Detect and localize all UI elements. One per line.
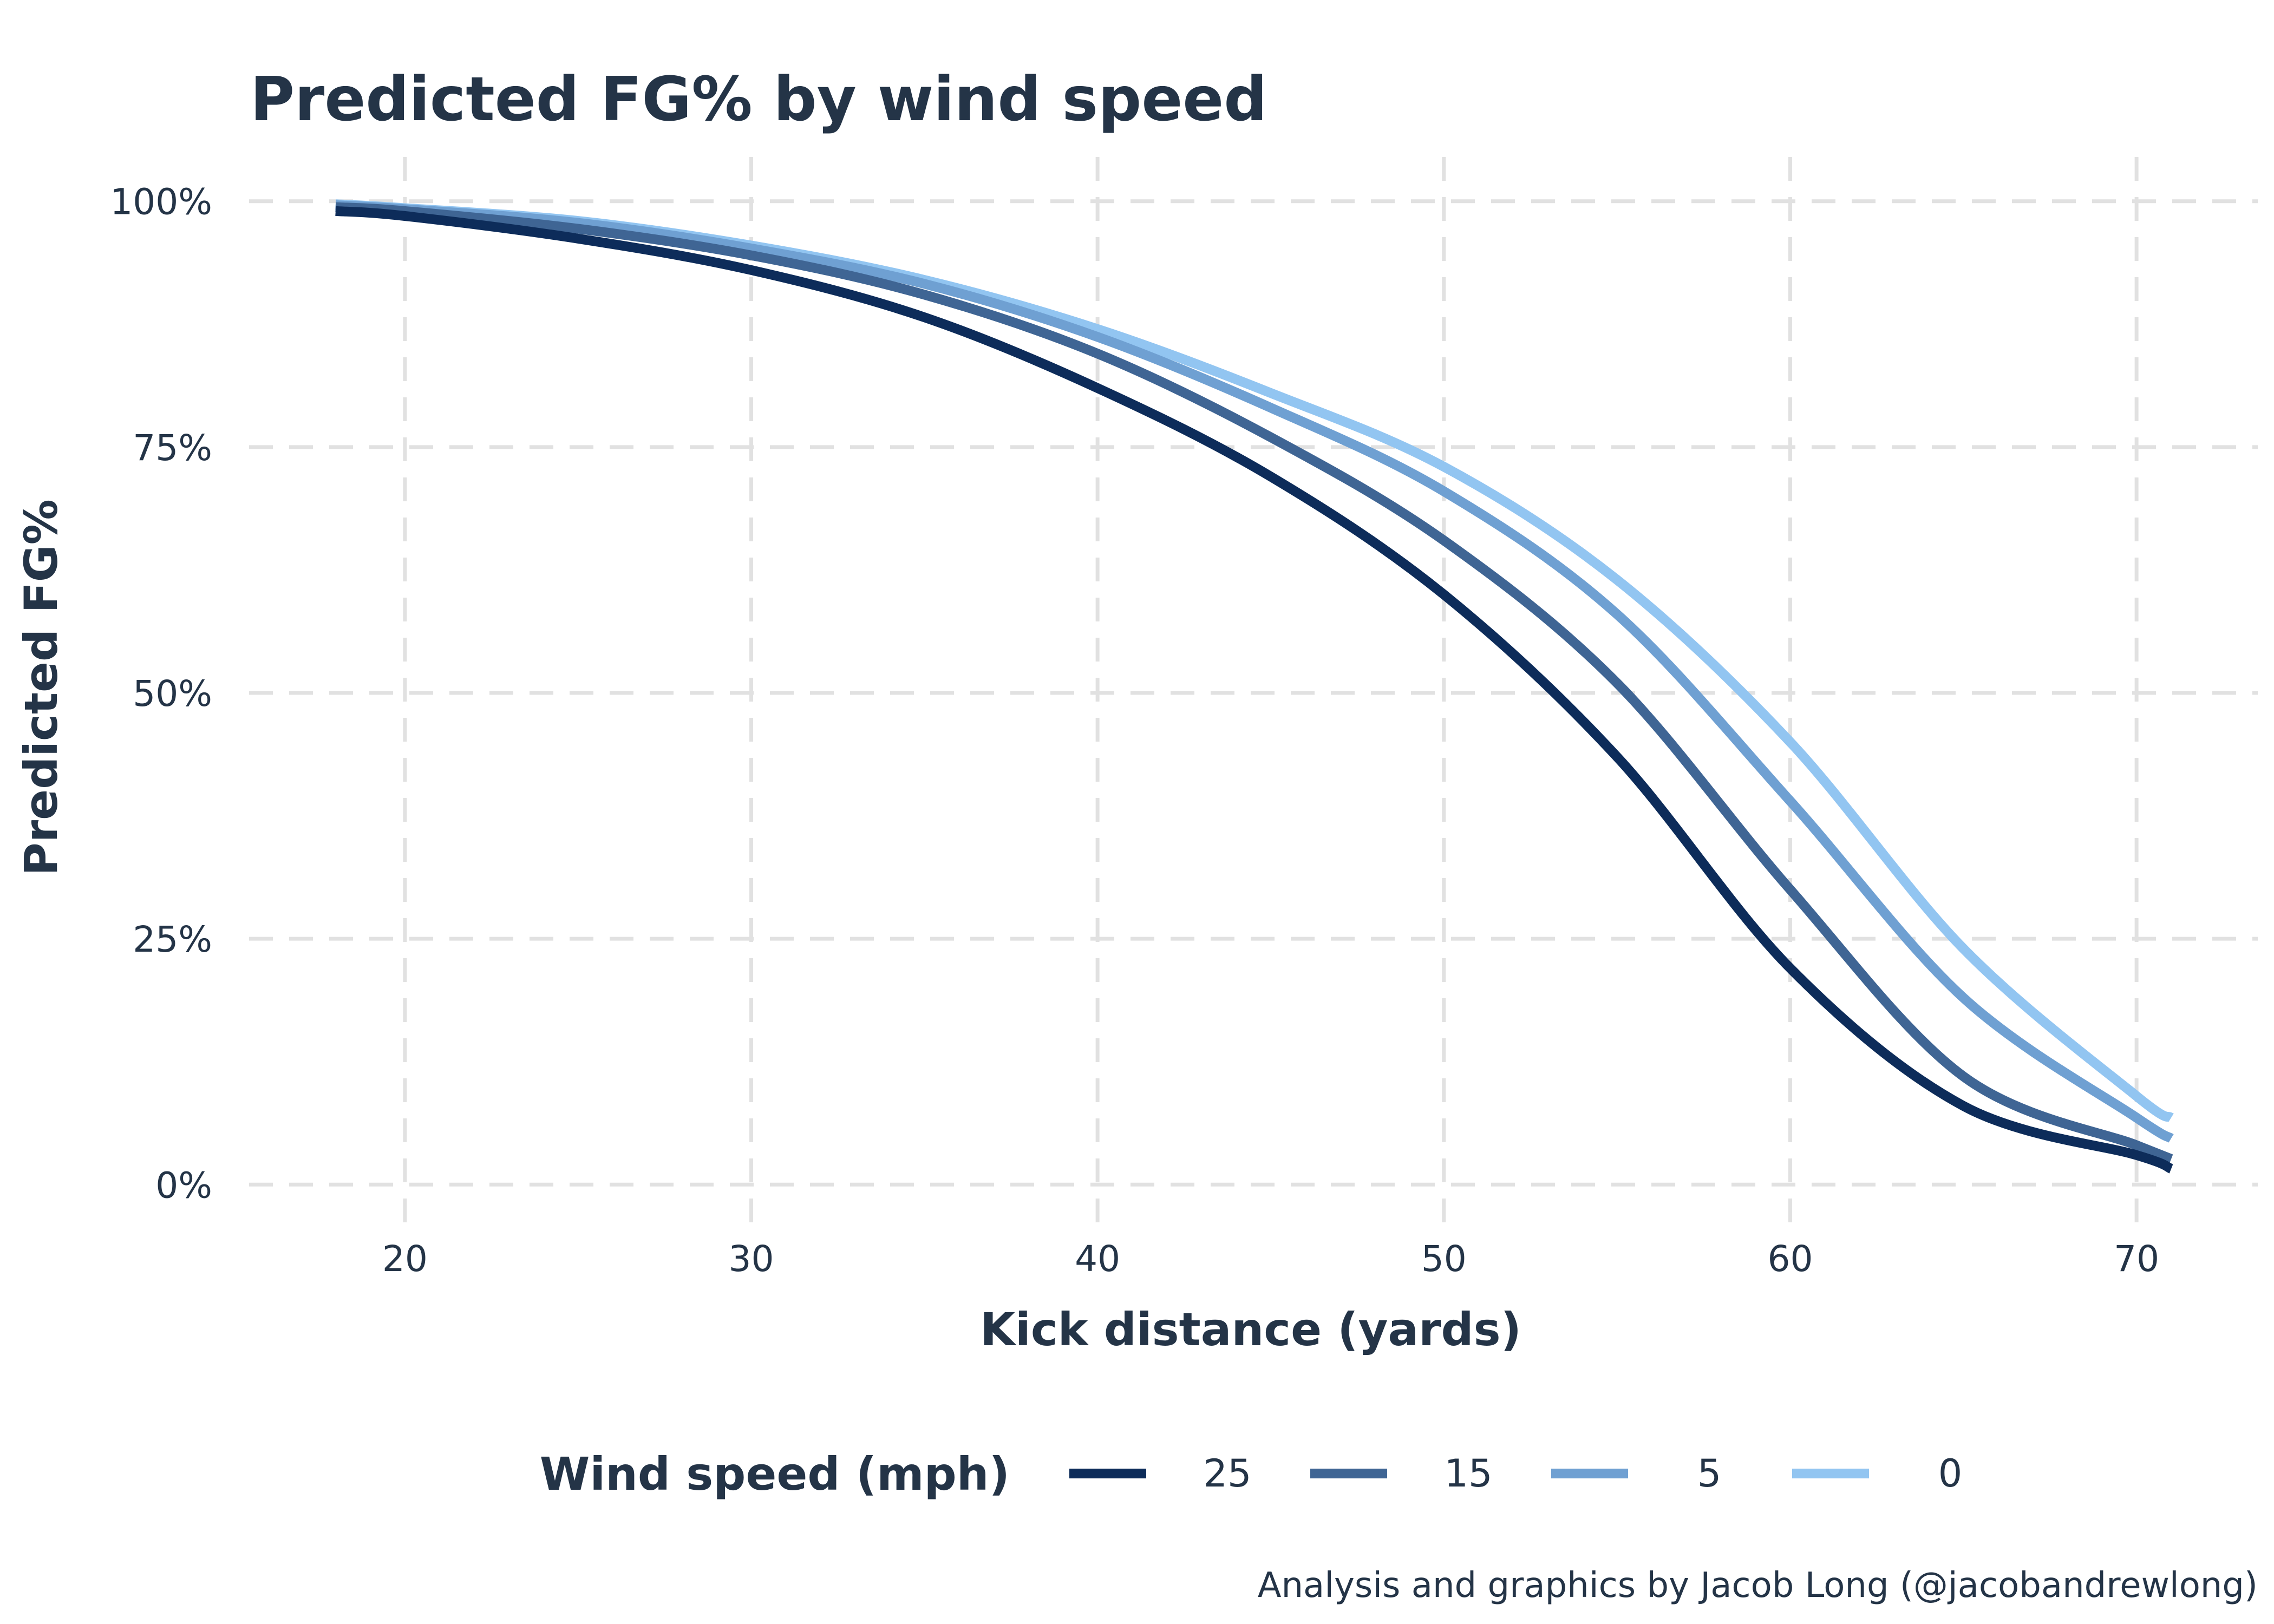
x-tick-label: 60: [1767, 1238, 1813, 1280]
legend-label: 25: [1203, 1451, 1251, 1496]
legend-label: 0: [1938, 1451, 1963, 1496]
x-tick-label: 70: [2114, 1238, 2159, 1280]
series-line-25: [335, 206, 2173, 1174]
series-line-5: [335, 200, 2174, 1143]
x-tick-label: 20: [382, 1238, 428, 1280]
series-line-0: [335, 199, 2174, 1122]
series-line-15: [335, 202, 2173, 1164]
y-tick-label: 25%: [133, 919, 212, 960]
x-tick-labels: 20 30 40 50 60 70: [382, 1238, 2159, 1280]
x-tick-label: 40: [1075, 1238, 1120, 1280]
x-axis-title: Kick distance (yards): [980, 1303, 1521, 1356]
legend-label: 15: [1444, 1451, 1492, 1496]
y-tick-label: 50%: [133, 673, 212, 715]
caption: Analysis and graphics by Jacob Long (@ja…: [1258, 1566, 2258, 1606]
y-tick-label: 75%: [133, 427, 212, 469]
y-tick-labels: 0% 25% 50% 75% 100%: [110, 181, 212, 1207]
y-tick-label: 100%: [110, 181, 212, 223]
y-axis-title: Predicted FG%: [15, 499, 68, 876]
legend-title: Wind speed (mph): [540, 1448, 1010, 1501]
y-tick-label: 0%: [155, 1164, 212, 1206]
x-tick-label: 30: [729, 1238, 774, 1280]
x-tick-label: 50: [1421, 1238, 1467, 1280]
chart-title: Predicted FG% by wind speed: [250, 64, 1267, 135]
legend-label: 5: [1697, 1451, 1722, 1496]
legend: Wind speed (mph) 25 15 5 0: [540, 1448, 1963, 1501]
series-lines: [335, 199, 2174, 1174]
